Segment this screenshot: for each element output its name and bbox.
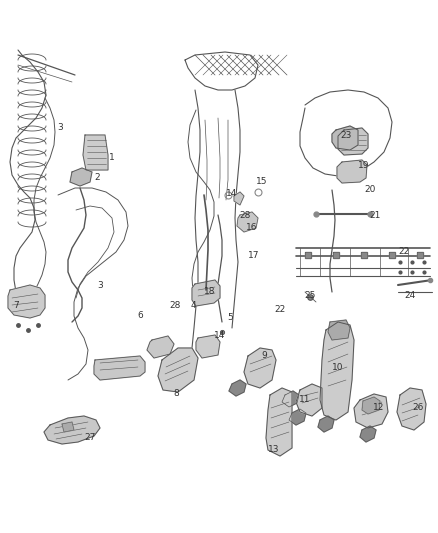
Polygon shape xyxy=(244,348,276,388)
Polygon shape xyxy=(94,356,145,380)
Text: 14: 14 xyxy=(214,330,226,340)
Polygon shape xyxy=(417,252,423,258)
Text: 23: 23 xyxy=(340,131,352,140)
Polygon shape xyxy=(44,416,100,444)
Polygon shape xyxy=(70,168,92,186)
Text: 26: 26 xyxy=(412,402,424,411)
Polygon shape xyxy=(289,409,306,425)
Polygon shape xyxy=(320,322,354,420)
Text: 7: 7 xyxy=(13,301,19,310)
Polygon shape xyxy=(360,426,376,442)
Polygon shape xyxy=(318,416,334,432)
Text: 17: 17 xyxy=(248,252,260,261)
Text: 6: 6 xyxy=(137,311,143,319)
Text: 27: 27 xyxy=(84,432,95,441)
Polygon shape xyxy=(62,422,74,432)
Text: 28: 28 xyxy=(239,211,251,220)
Text: 2: 2 xyxy=(94,174,100,182)
Polygon shape xyxy=(354,394,388,428)
Polygon shape xyxy=(361,252,367,258)
Polygon shape xyxy=(229,380,246,396)
Polygon shape xyxy=(8,285,45,318)
Text: 3: 3 xyxy=(97,280,103,289)
Text: 8: 8 xyxy=(173,389,179,398)
Polygon shape xyxy=(266,388,292,456)
Text: 22: 22 xyxy=(399,247,410,256)
Polygon shape xyxy=(338,128,368,155)
Text: 20: 20 xyxy=(364,184,376,193)
Polygon shape xyxy=(296,384,322,416)
Text: 11: 11 xyxy=(299,395,311,405)
Text: 21: 21 xyxy=(369,212,381,221)
Text: 24: 24 xyxy=(404,290,416,300)
Text: 5: 5 xyxy=(227,313,233,322)
Polygon shape xyxy=(362,397,380,414)
Text: 12: 12 xyxy=(373,403,385,413)
Polygon shape xyxy=(389,252,395,258)
Text: 25: 25 xyxy=(304,290,316,300)
Polygon shape xyxy=(196,335,220,358)
Text: 22: 22 xyxy=(274,305,286,314)
Polygon shape xyxy=(305,252,311,258)
Polygon shape xyxy=(83,135,108,170)
Polygon shape xyxy=(282,391,299,407)
Polygon shape xyxy=(147,336,174,358)
Polygon shape xyxy=(337,160,367,183)
Polygon shape xyxy=(333,252,339,258)
Text: 14: 14 xyxy=(226,190,238,198)
Polygon shape xyxy=(397,388,426,430)
Text: 15: 15 xyxy=(256,177,268,187)
Polygon shape xyxy=(158,348,198,392)
Text: 4: 4 xyxy=(190,302,196,311)
Polygon shape xyxy=(237,212,258,232)
Text: 18: 18 xyxy=(204,287,216,295)
Text: 9: 9 xyxy=(261,351,267,360)
Text: 16: 16 xyxy=(246,223,258,232)
Polygon shape xyxy=(234,192,244,205)
Text: 28: 28 xyxy=(170,301,181,310)
Polygon shape xyxy=(328,320,350,340)
Polygon shape xyxy=(192,280,220,306)
Text: 3: 3 xyxy=(57,124,63,133)
Text: 13: 13 xyxy=(268,446,280,455)
Text: 1: 1 xyxy=(109,154,115,163)
Text: 19: 19 xyxy=(358,160,370,169)
Polygon shape xyxy=(332,126,358,150)
Text: 10: 10 xyxy=(332,364,344,373)
